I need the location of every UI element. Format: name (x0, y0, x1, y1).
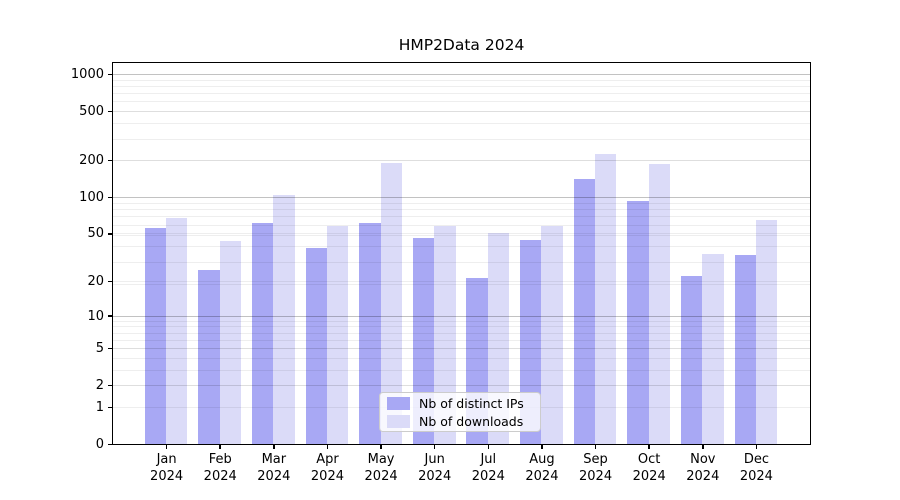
x-tick-mark (594, 445, 597, 449)
y-tick-label: 0 (95, 437, 104, 452)
y-tick-label: 100 (79, 189, 104, 205)
y-tick-mark (108, 347, 112, 350)
y-tick-label: 1 (95, 399, 104, 415)
plot-area: Nb of distinct IPs Nb of downloads (112, 62, 811, 445)
y-tick-mark (108, 406, 112, 409)
x-tick-mark (273, 445, 275, 449)
bar-downloads-mar (273, 194, 295, 444)
x-tick-mark (755, 445, 758, 449)
y-tick-label: 1000 (70, 67, 104, 83)
legend-item-distinct-ips: Nb of distinct IPs (387, 396, 540, 411)
bar-downloads-oct (648, 164, 671, 444)
x-tick-mark (380, 445, 382, 449)
y-tick-mark (108, 315, 112, 317)
bar-downloads-apr (326, 225, 349, 444)
bar-distinct-ips-dec (734, 255, 756, 444)
bar-distinct-ips-sep (573, 179, 596, 444)
bar-distinct-ips-oct (627, 201, 649, 444)
bar-distinct-ips-jan (144, 228, 167, 444)
x-tick-label: Aug 2024 (525, 452, 559, 484)
legend-swatch-distinct-ips-icon (387, 396, 410, 410)
x-tick-label: Jun 2024 (418, 452, 452, 484)
x-tick-mark (487, 445, 490, 449)
bar-distinct-ips-nov (680, 276, 703, 444)
bar-downloads-nov (702, 253, 724, 444)
y-tick-mark (108, 159, 112, 162)
y-tick-label: 200 (79, 153, 104, 169)
legend-swatch-downloads-icon (387, 414, 410, 428)
chart-title: HMP2Data 2024 (398, 36, 525, 54)
x-tick-mark (541, 445, 543, 449)
bar-layer (113, 63, 810, 444)
x-tick-mark (326, 445, 329, 449)
y-tick-mark (108, 73, 112, 76)
x-tick-label: Feb 2024 (203, 452, 237, 484)
x-tick-label: Nov 2024 (686, 452, 720, 484)
x-tick-mark (648, 445, 650, 449)
legend-item-downloads: Nb of downloads (387, 414, 540, 429)
x-tick-label: May 2024 (364, 452, 398, 484)
legend-label-downloads: Nb of downloads (419, 413, 524, 429)
bar-distinct-ips-apr (305, 247, 327, 444)
bar-downloads-may (380, 162, 402, 444)
y-tick-label: 5 (95, 341, 104, 357)
y-tick-mark (108, 443, 112, 446)
x-tick-label: Dec 2024 (739, 452, 773, 484)
y-tick-label: 2 (95, 378, 104, 394)
legend-label-distinct-ips: Nb of distinct IPs (419, 395, 524, 411)
y-tick-label: 20 (87, 273, 104, 289)
bar-downloads-feb (219, 241, 242, 444)
y-tick-mark (108, 384, 112, 387)
bar-distinct-ips-feb (198, 269, 220, 444)
legend: Nb of distinct IPs Nb of downloads (379, 392, 541, 432)
x-tick-label: Jul 2024 (471, 452, 505, 484)
y-tick-label: 50 (87, 226, 104, 242)
bar-downloads-aug (541, 225, 563, 444)
bar-distinct-ips-mar (251, 222, 274, 444)
bar-downloads-jan (166, 218, 188, 444)
bar-downloads-sep (595, 154, 617, 444)
x-tick-mark (219, 445, 221, 449)
bar-distinct-ips-may (359, 222, 381, 444)
bar-downloads-jun (434, 225, 456, 444)
y-tick-label: 500 (79, 104, 104, 120)
x-tick-mark (702, 445, 704, 449)
x-tick-label: Jan 2024 (150, 452, 184, 484)
x-tick-label: Mar 2024 (257, 452, 291, 484)
y-tick-mark (108, 280, 112, 283)
y-tick-label: 10 (87, 308, 104, 324)
bar-downloads-jul (487, 233, 510, 444)
x-tick-label: Oct 2024 (632, 452, 666, 484)
y-tick-mark (108, 110, 112, 113)
y-tick-mark (108, 196, 112, 199)
x-tick-label: Sep 2024 (579, 452, 613, 484)
x-tick-mark (165, 445, 168, 449)
bar-downloads-dec (755, 219, 778, 444)
x-tick-mark (433, 445, 436, 449)
y-tick-mark (108, 233, 112, 235)
x-tick-label: Apr 2024 (310, 452, 344, 484)
